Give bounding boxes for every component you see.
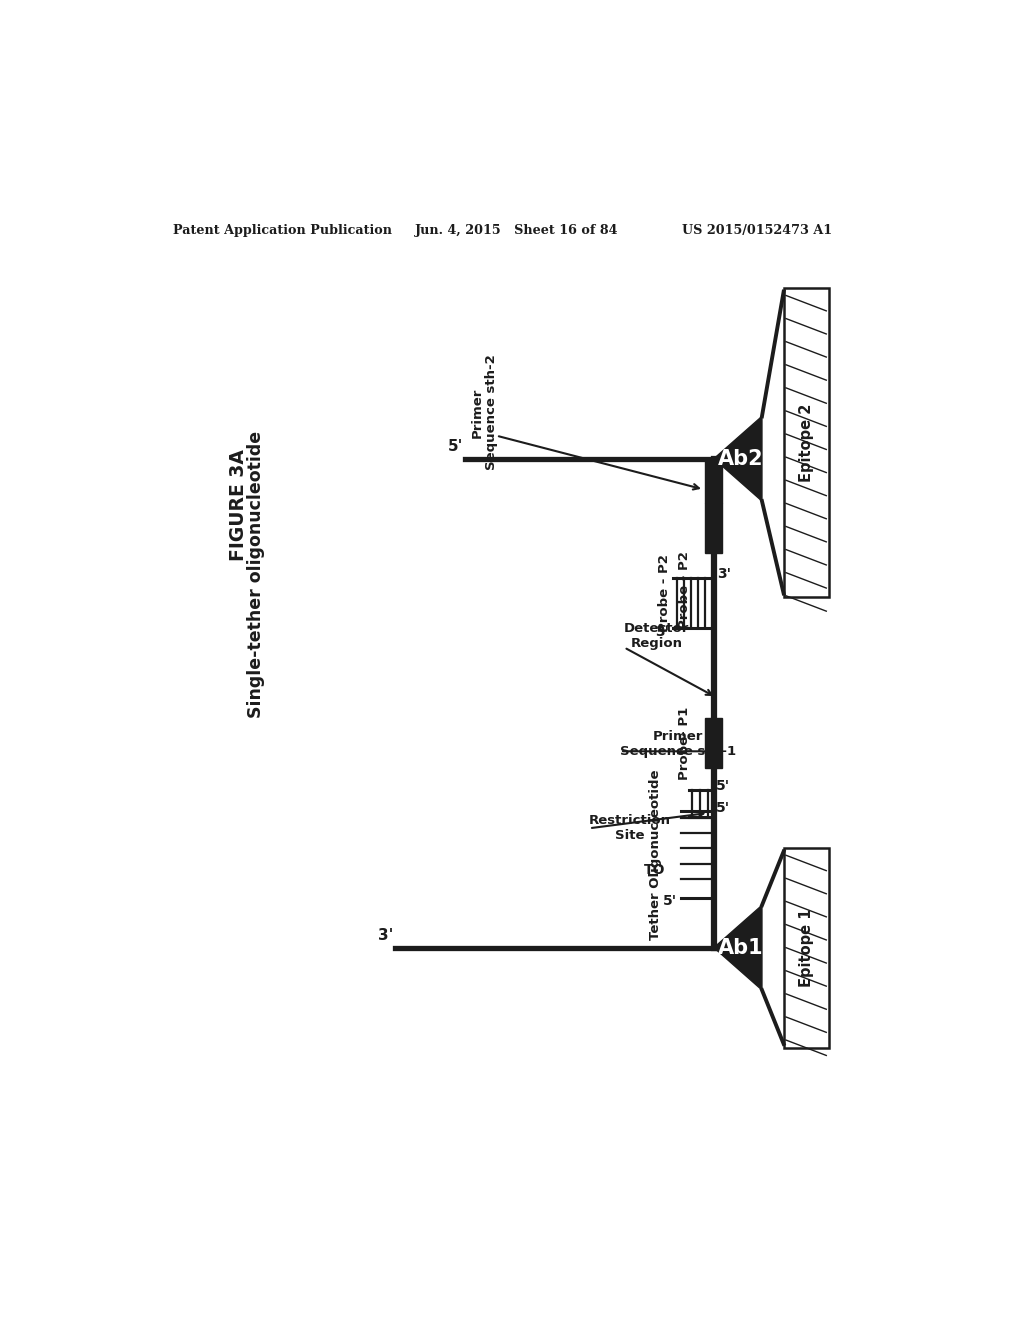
Text: Epitope 1: Epitope 1 [799,908,814,987]
Text: Probe - P2: Probe - P2 [658,554,672,632]
Text: 3': 3' [655,624,669,639]
Bar [783,847,828,1048]
Text: TO: TO [644,863,666,876]
Text: Tether Oligonucleotide: Tether Oligonucleotide [649,770,663,940]
Text: 3': 3' [717,568,731,581]
Polygon shape [714,906,762,990]
Text: Ab2: Ab2 [718,449,764,469]
Text: 5': 5' [664,895,678,908]
Text: Single-tether oligonucleotide: Single-tether oligonucleotide [247,430,265,718]
Text: Probe- P1: Probe- P1 [678,708,691,780]
Text: 3': 3' [379,928,394,942]
Text: Jun. 4, 2015   Sheet 16 of 84: Jun. 4, 2015 Sheet 16 of 84 [415,223,618,236]
Polygon shape [714,416,762,502]
Text: Epitope 2: Epitope 2 [799,404,814,482]
Text: 5': 5' [449,438,464,454]
Text: Probe - P2: Probe - P2 [678,550,691,628]
Text: Primer
Sequence srh-1: Primer Sequence srh-1 [621,730,736,758]
Text: Restriction
Site: Restriction Site [589,814,671,842]
Text: Ab1: Ab1 [718,937,764,957]
Text: US 2015/0152473 A1: US 2015/0152473 A1 [682,223,833,236]
Text: FIGURE 3A: FIGURE 3A [229,449,249,561]
Bar [783,288,828,598]
Text: 5': 5' [716,779,730,793]
Text: Primer
Sequence sth-2: Primer Sequence sth-2 [470,355,499,470]
Bar [706,718,722,768]
Bar [706,461,722,503]
Bar [706,503,722,553]
Text: Patent Application Publication: Patent Application Publication [173,223,392,236]
Text: Detector
Region: Detector Region [624,622,689,649]
Text: 5': 5' [716,800,730,814]
